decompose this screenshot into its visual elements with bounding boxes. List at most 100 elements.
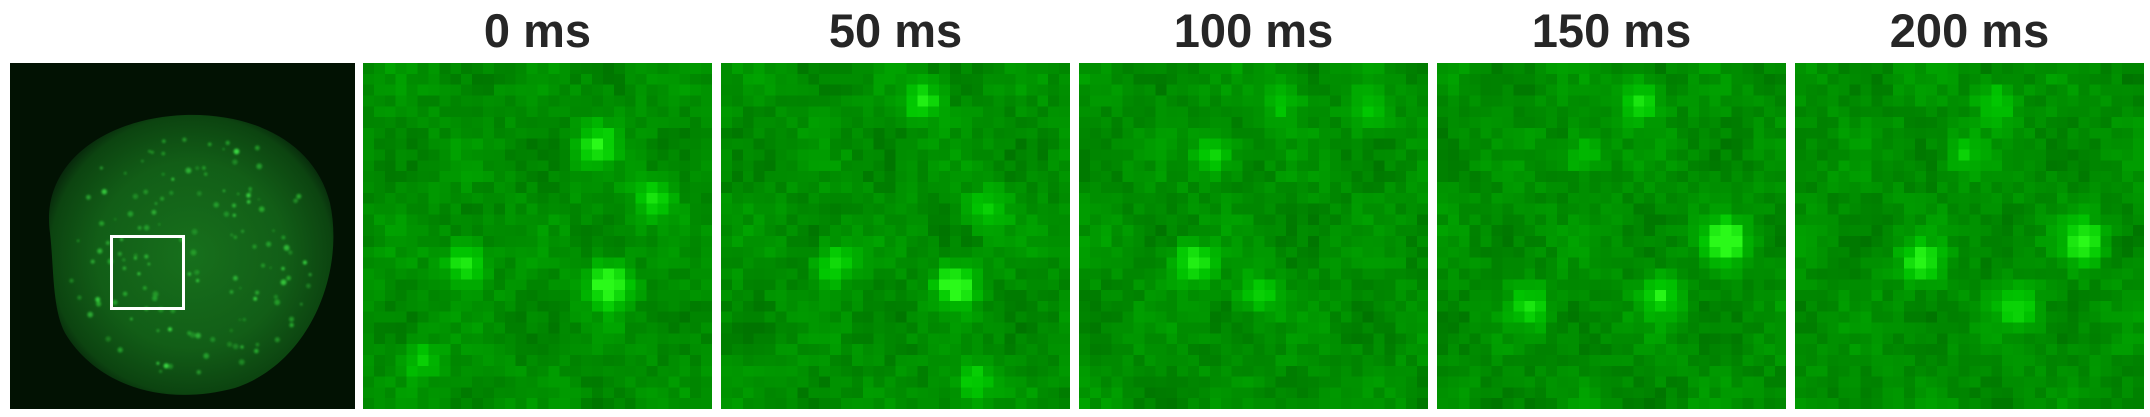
nucleus-speckle — [137, 226, 142, 230]
nucleus-speckle — [254, 145, 260, 151]
nucleus-speckle — [269, 266, 272, 269]
frame-panel-0ms — [363, 63, 712, 409]
nucleus-speckle — [257, 198, 261, 201]
nucleus-speckle — [242, 318, 246, 322]
nucleus-speckle — [266, 241, 272, 247]
nucleus-speckle — [289, 316, 294, 322]
nucleus-speckle — [227, 341, 232, 347]
nucleus-speckle — [167, 327, 173, 332]
nucleus-speckle — [96, 301, 102, 307]
nucleus-speckle — [156, 329, 160, 333]
nucleus-speckle — [232, 343, 239, 350]
nucleus-speckle — [241, 229, 245, 233]
nucleus-speckle — [167, 363, 174, 369]
nucleus-speckle — [191, 228, 198, 235]
nucleus-speckle — [237, 192, 240, 195]
frame-panel-50ms — [721, 63, 1070, 409]
nucleus-speckle — [112, 299, 118, 306]
nucleus-speckle — [194, 269, 200, 275]
nucleus-speckle — [256, 163, 263, 170]
nucleus-speckle — [156, 361, 160, 365]
nucleus-speckle — [274, 337, 280, 343]
nucleus-speckle — [281, 235, 286, 240]
nucleus-speckle — [154, 202, 158, 205]
nucleus-speckle — [195, 166, 199, 170]
frame-image-50ms — [721, 63, 1070, 409]
nucleus-speckle — [261, 263, 265, 268]
frame-label-100ms: 100 ms — [1173, 4, 1334, 57]
nucleus-speckle — [182, 137, 187, 142]
nucleus-speckle — [229, 290, 234, 294]
nucleus-speckle — [120, 238, 123, 241]
nucleus-speckle — [187, 171, 190, 174]
nucleus-speckle — [187, 331, 192, 336]
nucleus-speckle — [196, 370, 201, 375]
nucleus-speckle — [233, 235, 237, 239]
nucleus-speckle — [127, 211, 134, 217]
nucleus-overview-image — [10, 63, 355, 409]
nucleus-speckle — [86, 194, 91, 200]
nucleus-speckle — [273, 294, 278, 299]
nucleus-speckle — [151, 209, 157, 215]
nucleus-speckle — [283, 244, 290, 251]
frame-panel-200ms — [1795, 63, 2144, 409]
nucleus-speckle — [69, 278, 74, 283]
nucleus-speckle — [281, 266, 285, 271]
nucleus-speckle — [196, 279, 200, 283]
nucleus-speckle — [152, 291, 159, 298]
nucleus-speckle — [117, 251, 122, 256]
nucleus-speckle — [258, 206, 265, 212]
nucleus-image — [10, 63, 355, 409]
nucleus-speckle — [300, 303, 303, 306]
nucleus-speckle — [239, 287, 242, 290]
nucleus-speckle — [114, 218, 117, 221]
nucleus-speckle — [255, 290, 260, 295]
nucleus-speckle — [133, 256, 137, 260]
nucleus-speckle — [222, 148, 225, 151]
nucleus-speckle — [272, 229, 275, 232]
frame-image-200ms — [1795, 63, 2144, 409]
frame-image-0ms — [363, 63, 712, 409]
frame-panel-100ms — [1079, 63, 1428, 409]
frame-panel-150ms — [1437, 63, 1786, 409]
nucleus-speckle — [100, 166, 103, 170]
nucleus-speckle — [162, 139, 166, 143]
frame-label-0ms: 0 ms — [483, 4, 592, 57]
nucleus-speckle — [289, 322, 294, 328]
nucleus-speckle — [122, 266, 127, 270]
nucleus-speckle — [158, 223, 161, 226]
frame-label-50ms: 50 ms — [828, 4, 963, 57]
nucleus-speckle — [101, 189, 108, 195]
nucleus-speckle — [132, 193, 139, 200]
nucleus-speckle — [238, 318, 241, 321]
nucleus-speckle — [105, 240, 110, 245]
nucleus-speckle — [240, 345, 244, 349]
nucleus-speckle — [160, 196, 165, 201]
nucleus-speckle — [204, 172, 208, 176]
nucleus-speckle — [169, 190, 174, 195]
nucleus-speckle — [253, 296, 258, 301]
nucleus-speckle — [308, 273, 312, 277]
nucleus-speckle — [302, 260, 307, 265]
nucleus-speckle — [280, 279, 287, 286]
nucleus-speckle — [233, 275, 238, 281]
nucleus-speckle — [223, 211, 229, 217]
nucleus-speckle — [238, 359, 245, 365]
nucleus-speckle — [171, 177, 175, 181]
nucleus-speckle — [233, 148, 240, 155]
nucleus-speckle — [210, 337, 216, 342]
nucleus-speckle — [187, 272, 192, 276]
nucleus-speckle — [225, 140, 230, 145]
nucleus-speckle — [274, 299, 281, 306]
nucleus-speckle — [105, 336, 111, 342]
nucleus-speckle — [159, 369, 163, 373]
frame-image-150ms — [1437, 63, 1786, 409]
nucleus-speckle — [222, 189, 226, 192]
nucleus-speckle — [141, 159, 144, 163]
nucleus-speckle — [122, 258, 126, 262]
nucleus-speckle — [213, 202, 219, 208]
nucleus-speckle — [202, 166, 206, 170]
nucleus-speckle — [232, 159, 238, 165]
nucleus-speckle — [288, 250, 293, 255]
nucleus-speckle — [254, 348, 259, 354]
